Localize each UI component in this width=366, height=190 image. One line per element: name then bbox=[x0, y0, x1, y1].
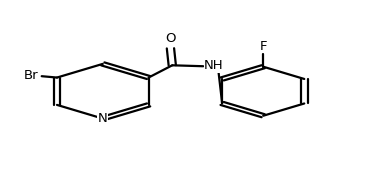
Text: F: F bbox=[259, 40, 267, 53]
Text: NH: NH bbox=[204, 59, 224, 72]
Text: Br: Br bbox=[24, 69, 39, 82]
Text: O: O bbox=[165, 32, 176, 45]
Text: N: N bbox=[98, 112, 108, 125]
